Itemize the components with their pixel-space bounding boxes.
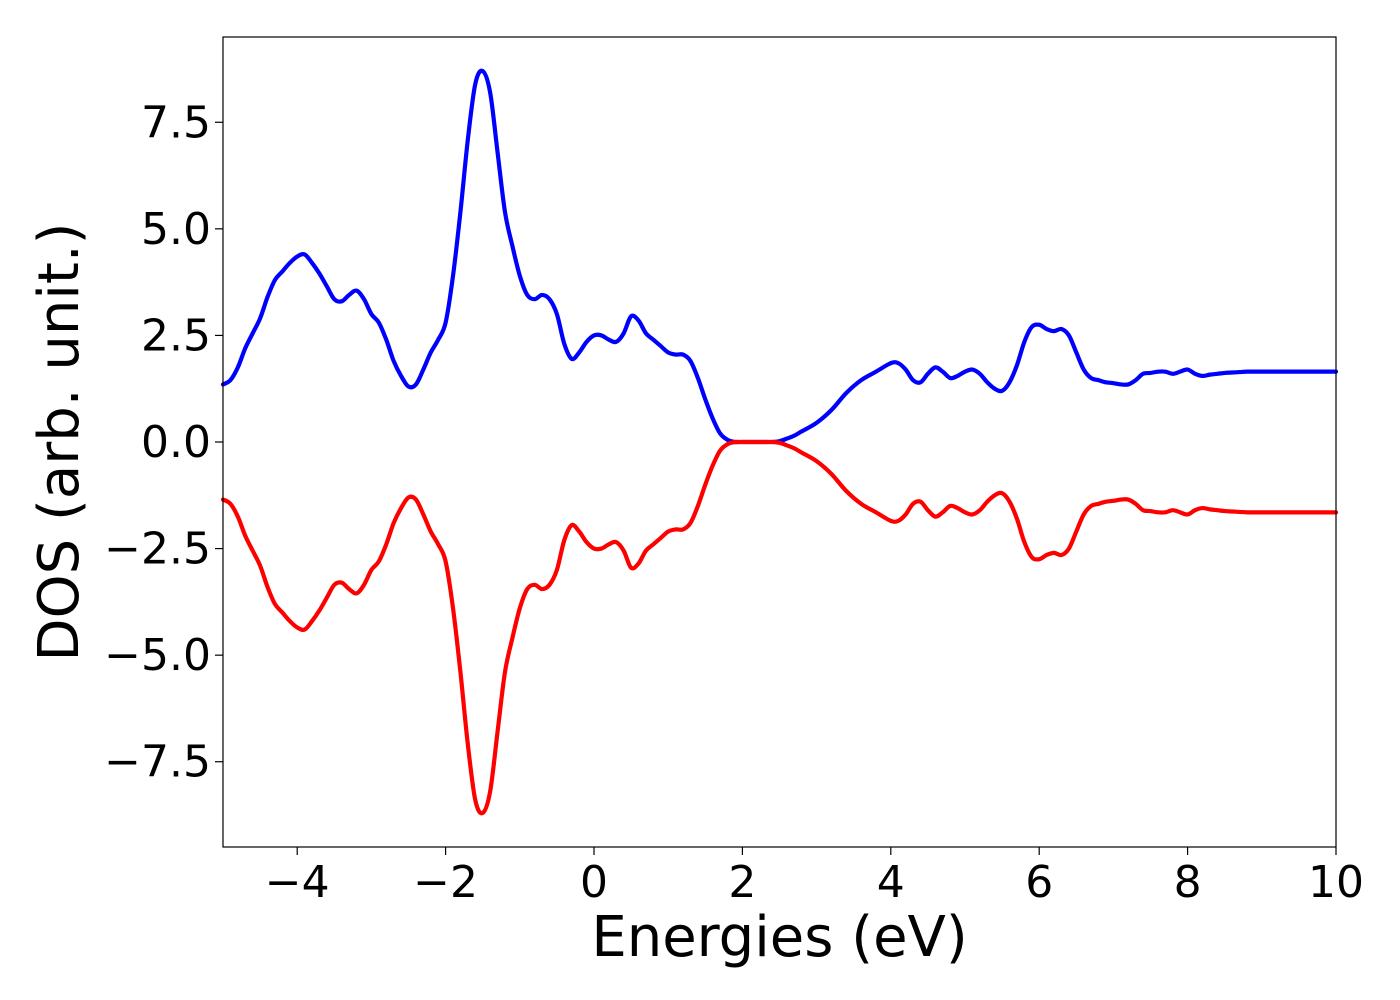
x-tick-label: 0 [580, 857, 608, 908]
x-axis-ticks: −4 −2 0 2 4 6 8 10 [265, 847, 1364, 908]
y-tick-label: −7.5 [104, 737, 211, 788]
x-tick-label: 2 [728, 857, 756, 908]
series-layer [220, 68, 1339, 816]
series-line-2 [220, 439, 1339, 816]
plot-frame [222, 36, 1337, 848]
y-tick-label: −5.0 [104, 630, 211, 681]
x-tick-label: 6 [1025, 857, 1053, 908]
x-tick-label: −4 [265, 857, 330, 908]
x-axis-label: Energies (eV) [591, 905, 967, 970]
series-line-1 [220, 68, 1339, 445]
x-tick-label: −2 [413, 857, 478, 908]
x-tick-label: 4 [877, 857, 905, 908]
y-axis-label: DOS (arb. unit.) [27, 222, 92, 661]
y-tick-label: 0.0 [141, 417, 211, 468]
y-tick-label: 7.5 [141, 97, 211, 148]
y-tick-label: 5.0 [141, 204, 211, 255]
y-axis-ticks: 7.5 5.0 2.5 0.0 −2.5 −5.0 −7.5 [104, 97, 223, 788]
x-tick-label: 10 [1308, 857, 1364, 908]
y-tick-label: 2.5 [141, 310, 211, 361]
y-tick-label: −2.5 [104, 524, 211, 575]
x-tick-label: 8 [1174, 857, 1202, 908]
